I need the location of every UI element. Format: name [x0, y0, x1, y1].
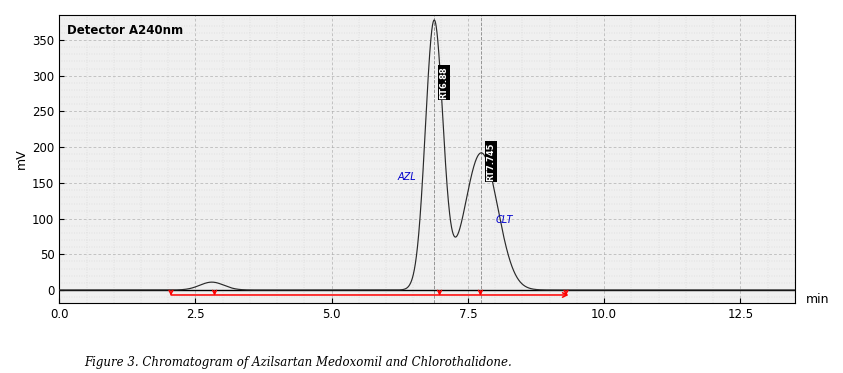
- Text: Figure 3. Chromatogram of Azilsartan Medoxomil and Chlorothalidone.: Figure 3. Chromatogram of Azilsartan Med…: [84, 356, 512, 369]
- Text: min: min: [806, 294, 830, 307]
- Text: CLT: CLT: [496, 215, 513, 225]
- Text: Detector A240nm: Detector A240nm: [67, 23, 183, 37]
- Text: RT6.88: RT6.88: [439, 66, 448, 99]
- Text: RT7.745: RT7.745: [486, 142, 496, 181]
- Text: AZL: AZL: [398, 172, 416, 182]
- Y-axis label: mV: mV: [15, 148, 28, 169]
